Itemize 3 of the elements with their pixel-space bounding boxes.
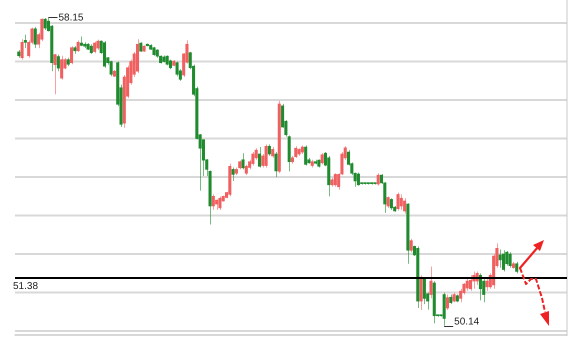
ref-line-label: 51.38 <box>13 280 38 292</box>
annotation: 58.15 <box>58 12 84 24</box>
annotation: 50.14 <box>454 316 480 328</box>
